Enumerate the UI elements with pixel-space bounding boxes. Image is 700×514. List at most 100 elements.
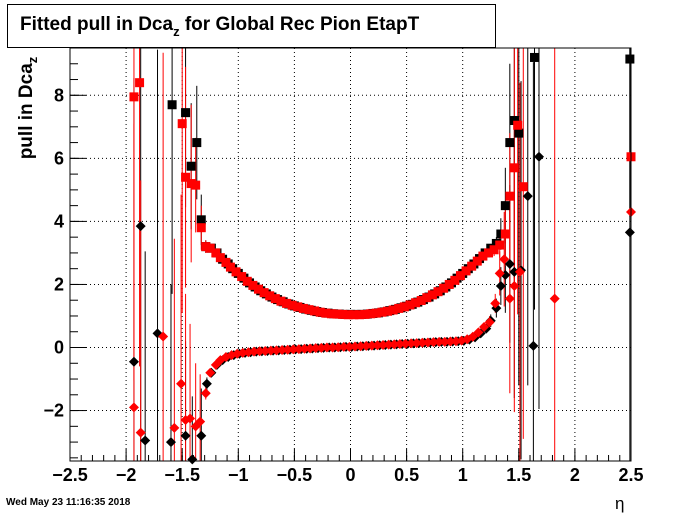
square-marker xyxy=(192,138,202,148)
square-marker xyxy=(177,119,187,129)
square-marker xyxy=(509,163,519,173)
square-marker xyxy=(439,283,449,293)
diamond-marker xyxy=(254,346,265,357)
x-tick-label: 2 xyxy=(570,465,580,485)
diamond-marker xyxy=(361,340,372,351)
diamond-marker xyxy=(445,336,456,347)
diamond-marker xyxy=(299,343,310,354)
ylabel-subscript: z xyxy=(25,56,40,64)
diamond-marker xyxy=(128,402,139,413)
square-marker xyxy=(513,120,523,130)
x-tick-label: 1 xyxy=(458,465,468,485)
square-marker xyxy=(509,116,519,126)
diamond-marker xyxy=(310,343,321,354)
square-marker xyxy=(388,305,398,315)
square-marker xyxy=(215,253,225,263)
square-marker xyxy=(248,280,258,290)
diamond-marker xyxy=(495,281,506,292)
diamond-marker xyxy=(509,266,520,277)
diamond-marker xyxy=(201,378,212,389)
square-marker xyxy=(354,310,364,320)
diamond-marker xyxy=(389,339,400,350)
diamond-marker xyxy=(490,298,501,309)
grid-lines xyxy=(70,48,631,461)
square-marker xyxy=(514,128,524,138)
square-marker xyxy=(484,248,494,258)
square-marker xyxy=(242,276,252,286)
square-marker xyxy=(505,191,515,201)
diamond-marker xyxy=(372,340,383,351)
diamond-marker xyxy=(344,341,355,352)
x-tick-label: −1.5 xyxy=(164,465,200,485)
diamond-marker xyxy=(467,331,478,342)
y-axis-label: pull in Dcaz xyxy=(16,43,40,173)
ylabel-main: pull in Dca xyxy=(16,63,37,160)
square-marker xyxy=(332,309,342,319)
diamond-marker xyxy=(422,337,433,348)
square-marker xyxy=(221,257,231,267)
square-marker xyxy=(270,294,280,304)
y-tick-label: 6 xyxy=(54,148,64,168)
square-marker xyxy=(293,302,303,312)
square-marker xyxy=(282,298,292,308)
diamond-marker xyxy=(549,293,560,304)
y-tick-label: −2 xyxy=(43,401,64,421)
diamond-marker xyxy=(528,340,539,351)
square-marker xyxy=(411,298,421,308)
diamond-marker xyxy=(305,343,316,354)
square-marker xyxy=(383,306,393,316)
diamond-marker xyxy=(338,341,349,352)
square-marker xyxy=(304,305,314,315)
x-tick-label: −2 xyxy=(116,465,137,485)
square-marker xyxy=(186,161,196,171)
diamond-marker xyxy=(494,268,505,279)
square-marker xyxy=(196,223,206,233)
square-marker xyxy=(211,248,221,258)
square-marker xyxy=(265,291,275,301)
diamond-marker xyxy=(499,254,510,265)
diamond-marker xyxy=(265,345,276,356)
diamond-marker xyxy=(378,339,389,350)
diamond-marker xyxy=(288,344,299,355)
square-marker xyxy=(467,261,477,271)
square-marker xyxy=(167,100,177,110)
square-marker xyxy=(231,267,241,277)
diamond-marker xyxy=(411,338,422,349)
x-tick-label: 2.5 xyxy=(618,465,643,485)
square-marker xyxy=(416,296,426,306)
square-marker xyxy=(191,180,201,190)
square-marker xyxy=(196,215,206,225)
diamond-marker xyxy=(277,345,288,356)
square-marker xyxy=(349,310,359,320)
title-rest: for Global Rec Pion EtapT xyxy=(179,14,420,35)
square-marker xyxy=(478,251,488,261)
diamond-marker xyxy=(271,345,282,356)
square-marker xyxy=(433,287,443,297)
square-marker xyxy=(422,293,432,303)
square-marker xyxy=(181,172,191,182)
square-marker xyxy=(326,309,336,319)
y-tick-label: 2 xyxy=(54,274,64,294)
diamond-marker xyxy=(158,331,169,342)
square-marker xyxy=(371,308,381,318)
diamond-marker xyxy=(293,344,304,355)
diamond-marker xyxy=(479,322,490,333)
diamond-marker xyxy=(522,191,533,202)
square-marker xyxy=(287,300,297,310)
square-marker xyxy=(366,309,376,319)
diamond-marker xyxy=(205,367,216,378)
square-marker xyxy=(500,229,510,239)
diamond-marker xyxy=(316,342,327,353)
error-bars xyxy=(133,48,632,461)
square-marker xyxy=(276,296,286,306)
diamond-marker xyxy=(504,258,515,269)
square-marker xyxy=(444,279,454,289)
y-tick-label: 8 xyxy=(54,85,64,105)
square-marker xyxy=(530,52,540,62)
y-tick-label: 0 xyxy=(54,338,64,358)
square-marker xyxy=(495,240,505,250)
diamond-marker xyxy=(180,430,191,441)
square-marker xyxy=(377,307,387,317)
diamond-marker xyxy=(128,356,139,367)
diamond-marker xyxy=(196,430,207,441)
